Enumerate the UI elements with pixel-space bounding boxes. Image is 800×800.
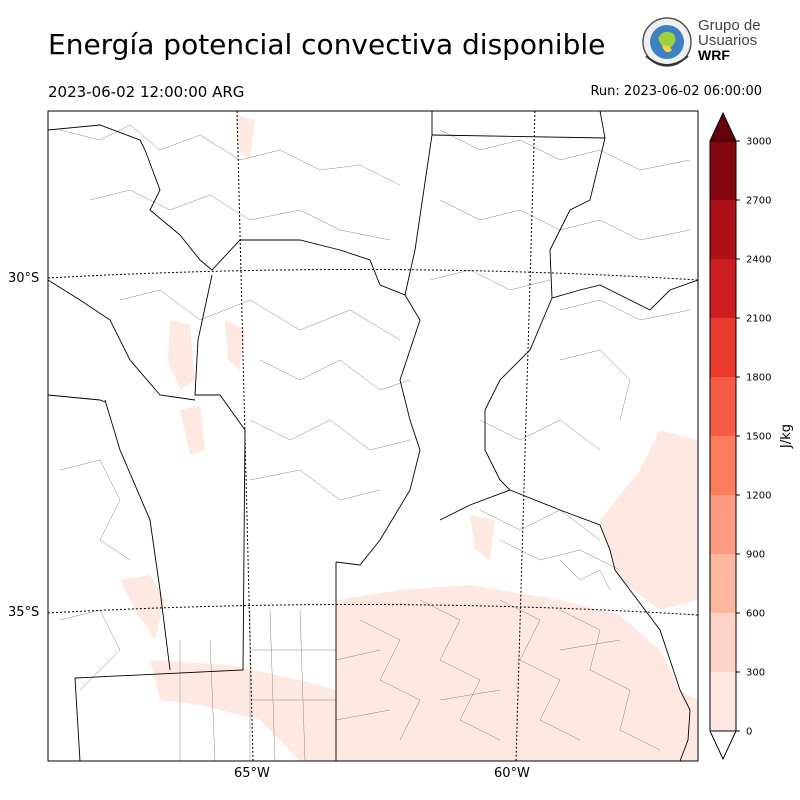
logo-line-3: WRF [698, 47, 730, 63]
lat-label-30s: 30°S [8, 271, 40, 286]
colorbar-segment [710, 495, 736, 554]
map-title: Energía potencial convectiva disponible [48, 28, 606, 61]
run-time: Run: 2023-06-02 06:00:00 [590, 84, 762, 99]
colorbar-segment [710, 318, 736, 377]
colorbar-segment [710, 672, 736, 731]
colorbar-extend-low [709, 730, 737, 761]
colorbar-segment [710, 377, 736, 436]
colorbar-tick-label: 2100 [746, 314, 771, 325]
colorbar-segment [710, 554, 736, 613]
lat-label-35s: 35°S [8, 605, 40, 620]
colorbar-tick-label: 1500 [746, 432, 771, 443]
globe-emblem-icon [642, 17, 692, 67]
colorbar-segment [710, 141, 736, 200]
colorbar-segment [710, 613, 736, 672]
lon-label-65w: 65°W [234, 766, 270, 781]
colorbar-tick-label: 600 [746, 609, 765, 620]
wrf-logo: Grupo de Usuarios WRF [638, 16, 768, 72]
colorbar-segment [710, 200, 736, 259]
logo-wordmark: Grupo de Usuarios WRF [698, 18, 761, 63]
graticule [48, 111, 698, 761]
colorbar-segment [710, 436, 736, 495]
logo-line-2: Usuarios [698, 32, 758, 49]
colorbar-segment [710, 259, 736, 318]
colorbar-label: J/kg [779, 424, 794, 449]
map-frame [47, 110, 699, 762]
province-boundaries [48, 111, 698, 761]
colorbar-tick-label: 1800 [746, 373, 771, 384]
logo-line-1: Grupo de [698, 17, 761, 34]
colorbar-tick-label: 300 [746, 668, 765, 679]
lon-label-60w: 60°W [494, 766, 530, 781]
colorbar-tick-label: 1200 [746, 491, 771, 502]
colorbar-tick-label: 2700 [746, 196, 771, 207]
colorbar-tick-label: 2400 [746, 255, 771, 266]
colorbar-tick-label: 900 [746, 550, 765, 561]
colorbar: 0 300 600 900 1200 1500 1800 2100 2400 2700 3000 J/… [709, 111, 794, 761]
colorbar-tick-label: 0 [746, 727, 752, 738]
valid-time: 2023-06-02 12:00:00 ARG [48, 83, 245, 101]
colorbar-extend-high [709, 111, 737, 142]
coastline [614, 569, 691, 761]
cape-shading [120, 115, 698, 761]
colorbar-tick-label: 3000 [746, 137, 771, 148]
